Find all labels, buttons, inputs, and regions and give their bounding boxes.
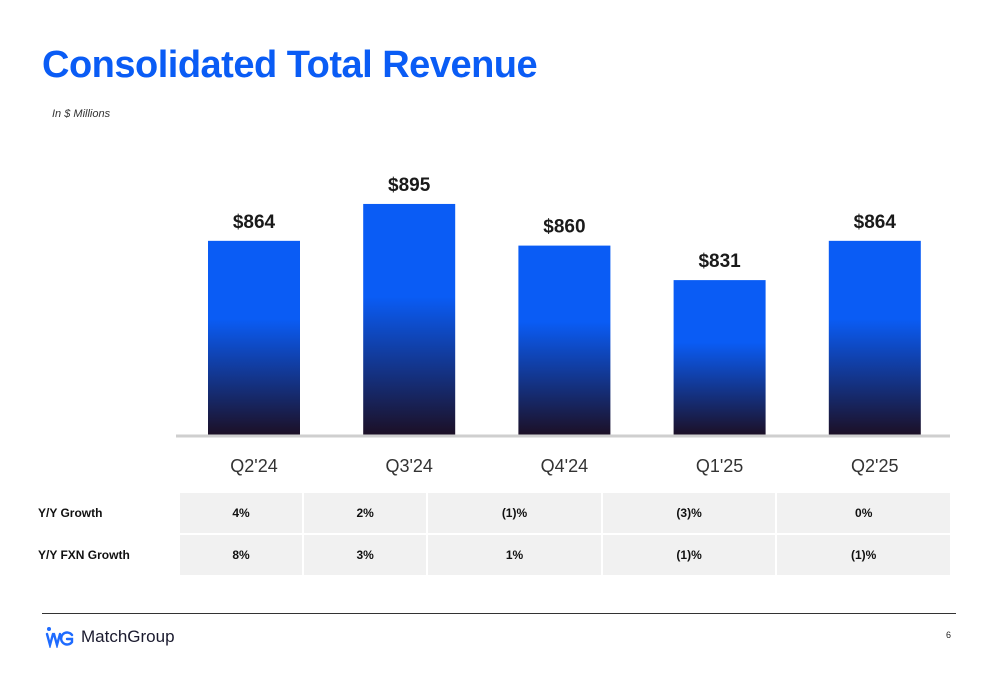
table-row: Y/Y FXN Growth 8% 3% 1% (1)% (1)% xyxy=(38,535,950,575)
table-cell: (1)% xyxy=(777,535,950,575)
units-subtitle: In $ Millions xyxy=(52,108,111,120)
table-row: Y/Y Growth 4% 2% (1)% (3)% 0% xyxy=(38,493,950,533)
x-tick-label: Q4'24 xyxy=(541,456,588,476)
table-cell: 4% xyxy=(180,493,303,533)
row-label-yy-growth: Y/Y Growth xyxy=(38,506,103,520)
table-cell: (1)% xyxy=(602,535,776,575)
page-title: Consolidated Total Revenue xyxy=(42,44,538,86)
table-cell: (3)% xyxy=(602,493,776,533)
table-cell: 1% xyxy=(428,535,601,575)
bar-q424 xyxy=(518,245,611,436)
bar-q225 xyxy=(828,240,921,436)
footer-divider xyxy=(42,613,956,614)
data-label: $860 xyxy=(543,217,585,238)
brand-logo: MatchGroup xyxy=(45,626,175,648)
bar-q224 xyxy=(208,240,300,436)
growth-metrics-table: Y/Y Growth 4% 2% (1)% (3)% 0% Y/Y FXN Gr… xyxy=(36,491,952,577)
data-label: $864 xyxy=(854,212,897,233)
x-tick-label: Q1'25 xyxy=(696,456,743,476)
bar-q125 xyxy=(673,280,766,436)
table-cell: 2% xyxy=(304,493,427,533)
table-cell: (1)% xyxy=(428,493,601,533)
bar-q324 xyxy=(363,203,456,436)
x-tick-label: Q2'25 xyxy=(851,456,898,476)
table-cell: 8% xyxy=(180,535,303,575)
match-group-logo-icon xyxy=(45,627,74,648)
page-number: 6 xyxy=(946,630,952,640)
data-label: $831 xyxy=(698,251,741,272)
revenue-bar-chart: $864 Q2'24 $895 Q3'24 $860 Q4'24 $831 Q1'25 $864… xyxy=(176,175,950,476)
x-tick-label: Q2'24 xyxy=(230,456,277,476)
row-label-yy-fxn-growth: Y/Y FXN Growth xyxy=(38,548,130,562)
data-label: $864 xyxy=(233,212,276,233)
table-cell: 0% xyxy=(777,493,950,533)
brand-name: MatchGroup xyxy=(81,627,175,646)
data-label: $895 xyxy=(388,175,431,196)
x-tick-label: Q3'24 xyxy=(385,456,432,476)
table-cell: 3% xyxy=(304,535,427,575)
